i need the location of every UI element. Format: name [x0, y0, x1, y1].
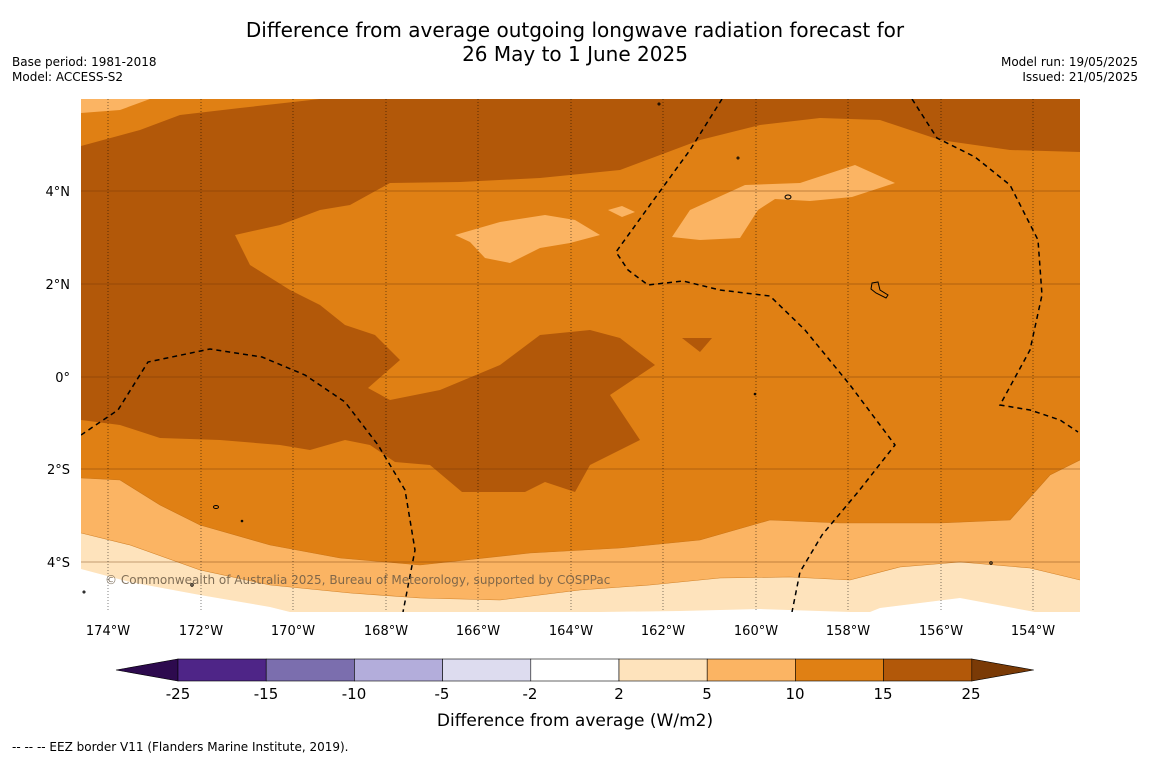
colorbar-title: Difference from average (W/m2)	[437, 711, 713, 731]
model-run: Model run: 19/05/2025	[1000, 55, 1138, 69]
colorbar-bin	[618, 658, 708, 682]
base-period: Base period: 1981-2018	[12, 55, 157, 69]
colorbar-bin	[530, 658, 620, 682]
band-5-10-patch1	[455, 215, 600, 263]
lon-label-172w: 172°W	[179, 624, 223, 639]
colorbar-tick: 5	[702, 685, 712, 703]
band-neutral-bottom-2	[600, 609, 850, 612]
colorbar-tick: -25	[166, 685, 191, 703]
band-neutral-bottom	[81, 569, 290, 612]
colorbar	[115, 658, 1034, 682]
colorbar-bin	[265, 658, 355, 682]
colorbar-bin	[354, 658, 443, 682]
colorbar-bin	[883, 658, 973, 682]
lon-label-170w: 170°W	[271, 624, 315, 639]
lon-label-158w: 158°W	[826, 624, 870, 639]
colorbar-extend-high	[971, 658, 1034, 682]
band-10-15-top	[81, 99, 320, 146]
map-title-line1: Difference from average outgoing longwav…	[245, 18, 905, 42]
colorbar-bin	[442, 658, 532, 682]
colorbar-tick: 10	[785, 685, 804, 703]
colorbar-bin	[706, 658, 796, 682]
colorbar-tick: 25	[961, 685, 980, 703]
colorbar-tick: 2	[614, 685, 624, 703]
islands	[82, 102, 993, 594]
lat-label-4s: 4°S	[47, 556, 70, 571]
lon-label-160w: 160°W	[734, 624, 778, 639]
colorbar-tick: -15	[254, 685, 279, 703]
colorbar-tick: -5	[435, 685, 450, 703]
lon-label-156w: 156°W	[919, 624, 963, 639]
lon-label-154w: 154°W	[1011, 624, 1055, 639]
lat-labels: 4°N 2°N 0° 2°S 4°S	[46, 185, 71, 571]
colorbar-bin	[795, 658, 884, 682]
anomaly-field	[81, 99, 1080, 612]
band-15-25-patch	[682, 338, 712, 352]
eez-footnote: -- -- -- EEZ border V11 (Flanders Marine…	[12, 740, 349, 754]
lat-label-2n: 2°N	[46, 278, 71, 293]
lat-label-0: 0°	[55, 371, 70, 386]
map-title: Difference from average outgoing longwav…	[0, 18, 1150, 66]
map-title-line2: 26 May to 1 June 2025	[462, 42, 688, 66]
colorbar-extend-low	[115, 658, 179, 682]
colorbar-tick: -2	[523, 685, 538, 703]
lon-labels: 174°W 172°W 170°W 168°W 166°W 164°W 162°…	[86, 624, 1055, 639]
colorbar-ticks: -25 -15 -10 -5 -2 2 5 10 15 25	[166, 685, 981, 703]
lat-label-2s: 2°S	[47, 463, 70, 478]
colorbar-bin	[177, 658, 267, 682]
copyright-text: © Commonwealth of Australia 2025, Bureau…	[105, 573, 610, 587]
colorbar-tick: -10	[342, 685, 367, 703]
band-5-10-bottom	[81, 460, 1080, 612]
band-5-10-patch3	[672, 165, 895, 240]
eez-borders	[81, 99, 1079, 612]
band-2-5-bottom	[81, 533, 1080, 612]
band-5-10-patch2	[608, 206, 635, 217]
lat-label-4n: 4°N	[46, 185, 71, 200]
lon-label-166w: 166°W	[456, 624, 500, 639]
latitude-gridlines	[81, 190, 1080, 563]
lon-label-168w: 168°W	[364, 624, 408, 639]
meta-right: Model run: 19/05/2025 Issued: 21/05/2025	[1001, 55, 1138, 85]
lon-label-162w: 162°W	[641, 624, 685, 639]
lon-label-174w: 174°W	[86, 624, 130, 639]
band-neutral-bottom-3	[870, 598, 1035, 612]
meta-left: Base period: 1981-2018 Model: ACCESS-S2	[12, 55, 157, 85]
model-name: Model: ACCESS-S2	[12, 70, 124, 84]
band-10-15	[81, 118, 1080, 565]
lon-label-164w: 164°W	[549, 624, 593, 639]
issued-date: Issued: 21/05/2025	[1022, 70, 1138, 84]
band-5-10-topcorner	[81, 99, 150, 113]
colorbar-tick: 15	[873, 685, 892, 703]
